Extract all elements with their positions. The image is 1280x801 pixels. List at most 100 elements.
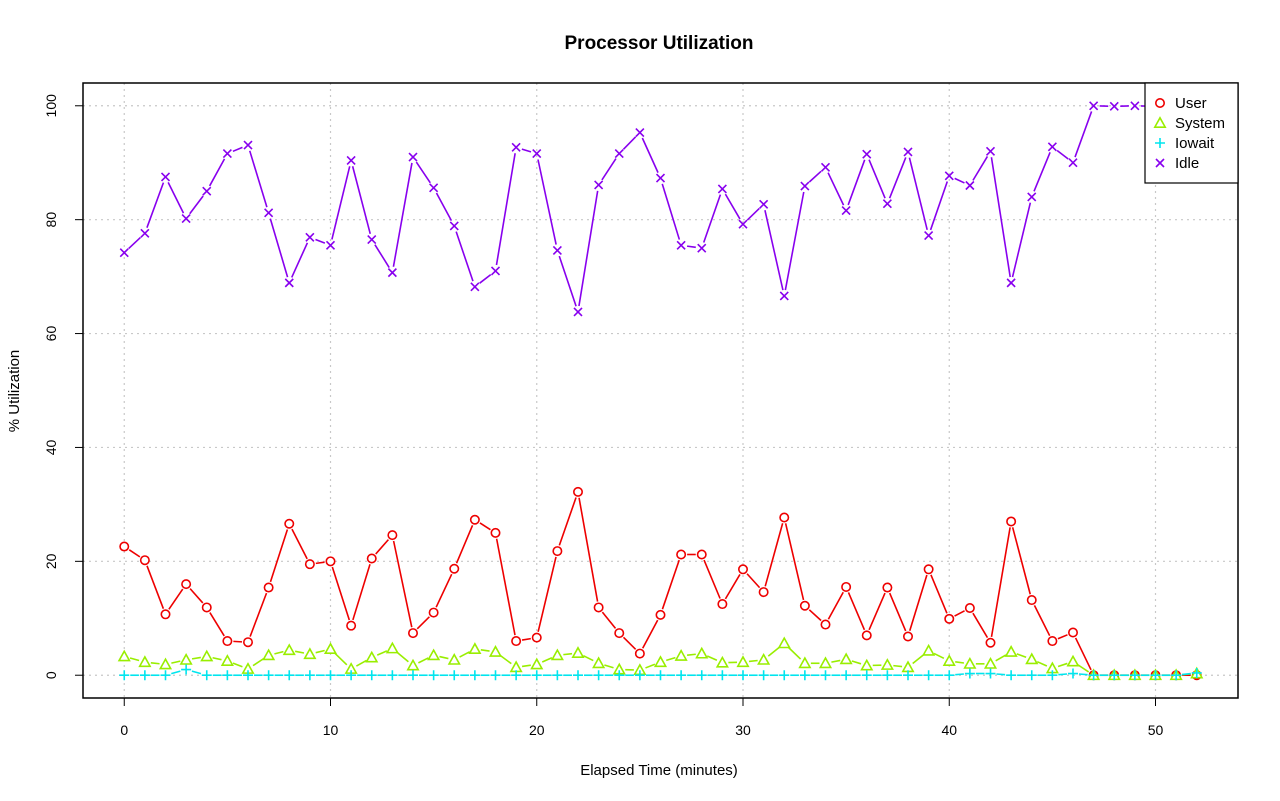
- series-user-point: [717, 599, 728, 610]
- series-iowait-point: [1150, 670, 1161, 681]
- series-iowait-point: [387, 670, 398, 681]
- series-iowait-point: [552, 670, 563, 681]
- series-idle-point: [594, 180, 604, 190]
- series-system-point: [1025, 652, 1039, 665]
- series-iowait-point: [1171, 670, 1182, 681]
- series-idle-point: [1089, 101, 1099, 111]
- series-system-segment: [396, 651, 409, 663]
- series-iowait-point: [799, 670, 810, 681]
- series-user-segment: [558, 497, 577, 546]
- series-user-segment: [168, 588, 184, 610]
- series-iowait-point: [139, 670, 150, 681]
- series-user-point: [1047, 636, 1058, 647]
- legend-marker-system: [1153, 116, 1167, 128]
- series-iowait-point: [861, 670, 872, 681]
- series-idle-segment: [315, 238, 326, 244]
- series-idle-point: [264, 208, 274, 218]
- series-user-point: [985, 637, 996, 648]
- series-user-point: [841, 581, 852, 592]
- series-idle-segment: [232, 146, 243, 153]
- series-system-segment: [563, 652, 573, 656]
- series-user-point: [1068, 627, 1079, 638]
- series-idle-point: [387, 268, 397, 278]
- series-idle-segment: [702, 194, 722, 243]
- series-user-segment: [888, 592, 907, 632]
- series-system-point: [117, 649, 131, 662]
- series-system-segment: [150, 661, 160, 665]
- series-iowait-point: [717, 670, 728, 681]
- series-idle-segment: [521, 148, 532, 153]
- series-idle-point: [119, 248, 129, 258]
- series-idle-point: [841, 205, 851, 216]
- series-idle-point: [1068, 158, 1078, 168]
- series-system-segment: [315, 649, 325, 654]
- series-user-point: [490, 527, 501, 538]
- series-idle-point: [367, 235, 377, 245]
- series-system-point: [983, 656, 998, 669]
- series-system-point: [798, 656, 812, 669]
- series-user-point: [407, 628, 418, 639]
- series-iowait-point: [655, 670, 666, 681]
- y-tick-label: 80: [43, 212, 59, 228]
- series-user-point: [964, 603, 975, 614]
- series-system-point: [1066, 654, 1080, 667]
- series-iowait-point: [284, 670, 295, 681]
- series-user-point: [181, 579, 192, 590]
- series-user-segment: [1057, 634, 1068, 640]
- series-system-point: [1004, 645, 1018, 657]
- series-iowait-point: [1006, 670, 1017, 681]
- series-iowait-segment: [1058, 673, 1068, 676]
- series-system-point: [818, 656, 833, 669]
- series-system-segment: [788, 646, 802, 660]
- series-user-point: [882, 582, 893, 593]
- series-system-point: [963, 656, 977, 669]
- series-iowait-segment: [191, 670, 202, 675]
- series-idle-point: [924, 231, 934, 241]
- series-user-point: [531, 632, 542, 643]
- legend-label-iowait: Iowait: [1175, 135, 1215, 152]
- series-system-segment: [604, 664, 614, 669]
- series-idle-point: [160, 172, 171, 182]
- series-idle-segment: [1056, 149, 1069, 160]
- series-system-segment: [274, 650, 284, 655]
- series-system-segment: [851, 660, 862, 665]
- series-idle-point: [429, 183, 439, 193]
- series-idle-segment: [847, 159, 866, 206]
- series-user-point: [1006, 516, 1017, 527]
- series-system-point: [447, 652, 461, 665]
- series-user-segment: [703, 559, 721, 599]
- series-idle-segment: [248, 150, 268, 208]
- series-iowait-point: [1047, 670, 1058, 681]
- series-user-point: [469, 514, 480, 525]
- series-iowait-point: [696, 670, 707, 681]
- series-idle-segment: [622, 136, 637, 150]
- series-system-point: [839, 652, 853, 665]
- series-idle-segment: [146, 182, 165, 228]
- series-user-segment: [641, 619, 659, 649]
- series-iowait-point: [428, 670, 439, 681]
- series-idle-segment: [128, 236, 142, 250]
- series-user-point: [346, 620, 357, 631]
- series-idle-segment: [435, 192, 453, 222]
- legend-marker-iowait: [1155, 138, 1165, 148]
- series-user-segment: [784, 523, 805, 601]
- series-idle-point: [903, 147, 913, 157]
- series-system-segment: [129, 657, 140, 662]
- series-idle-segment: [972, 156, 989, 181]
- series-idle-segment: [641, 137, 659, 173]
- x-tick-label: 10: [323, 722, 339, 738]
- series-idle-point: [779, 291, 789, 301]
- series-idle-segment: [269, 218, 289, 278]
- series-user-point: [366, 553, 377, 564]
- series-iowait-point: [408, 670, 418, 681]
- series-system-segment: [1057, 662, 1068, 668]
- series-idle-point: [1027, 192, 1037, 202]
- series-user-segment: [331, 566, 351, 621]
- series-user-segment: [291, 528, 308, 560]
- legend-label-system: System: [1175, 115, 1225, 132]
- series-system-segment: [666, 656, 676, 662]
- series-system-segment: [459, 651, 470, 658]
- series-user-point: [758, 587, 769, 598]
- series-system-point: [138, 655, 152, 668]
- series-system-segment: [541, 656, 553, 663]
